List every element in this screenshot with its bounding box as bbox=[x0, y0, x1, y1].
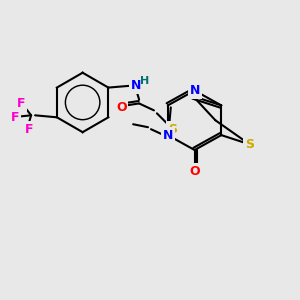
Text: S: S bbox=[245, 138, 254, 151]
Text: O: O bbox=[189, 165, 200, 178]
Text: N: N bbox=[163, 129, 173, 142]
Text: N: N bbox=[131, 79, 141, 92]
Text: F: F bbox=[11, 111, 20, 124]
Text: O: O bbox=[116, 101, 127, 114]
Text: H: H bbox=[140, 76, 150, 85]
Text: F: F bbox=[25, 123, 33, 136]
Text: F: F bbox=[17, 97, 26, 110]
Text: S: S bbox=[168, 123, 177, 136]
Text: N: N bbox=[189, 84, 200, 97]
